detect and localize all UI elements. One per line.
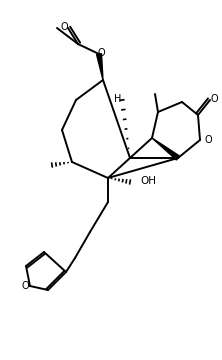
Text: O: O xyxy=(204,135,212,145)
Text: H: H xyxy=(114,94,122,104)
Text: OH: OH xyxy=(140,176,156,186)
Text: O: O xyxy=(60,22,68,32)
Polygon shape xyxy=(97,54,103,80)
Text: O: O xyxy=(21,281,29,291)
Text: O: O xyxy=(97,48,105,58)
Polygon shape xyxy=(152,138,180,160)
Text: O: O xyxy=(210,94,218,104)
